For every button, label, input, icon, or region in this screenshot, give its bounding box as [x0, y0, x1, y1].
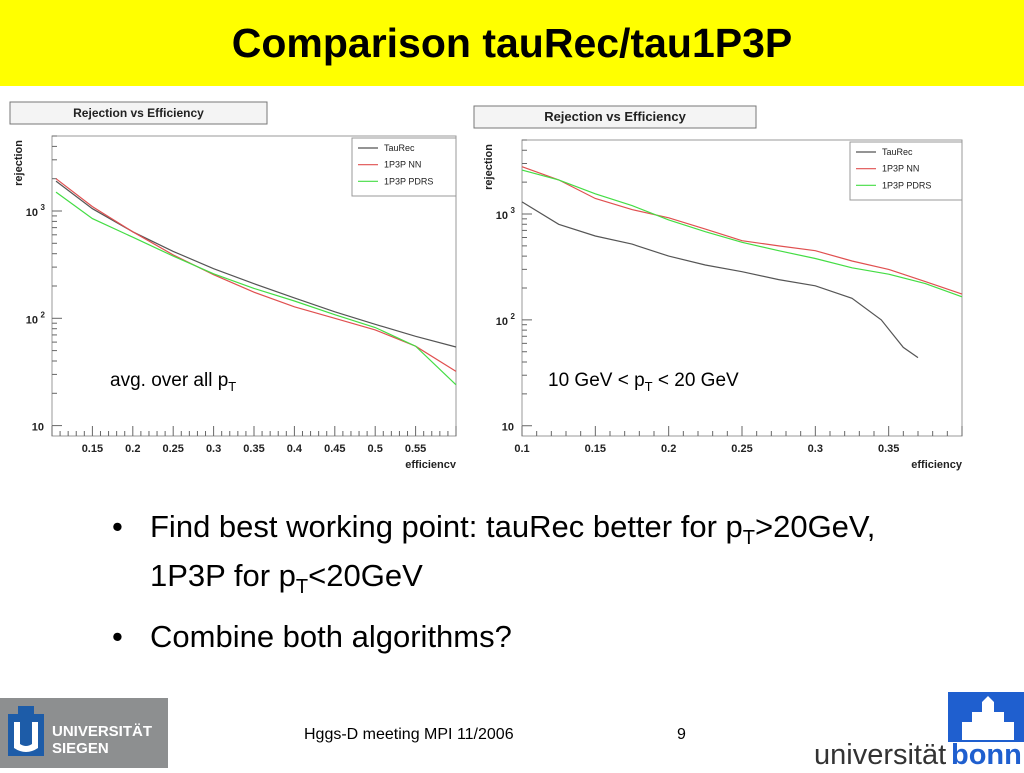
legend-entry: TauRec: [882, 147, 913, 157]
y-axis-label: rejection: [13, 140, 25, 186]
y-axis-label: rejection: [483, 144, 495, 190]
bullet-item: • Find best working point: tauRec better …: [112, 508, 912, 606]
x-tick-label: 0.25: [162, 443, 183, 455]
footer-meeting: Hggs-D meeting MPI 11/2006: [304, 726, 514, 743]
x-tick-label: 0.25: [731, 443, 752, 455]
siegen-logo: UNIVERSITÄT SIEGEN: [0, 698, 168, 768]
siegen-line1: UNIVERSITÄT: [52, 723, 152, 740]
bonn-text-part2: bonn: [951, 739, 1022, 768]
x-tick-label: 0.3: [808, 443, 823, 455]
x-tick-label: 0.3: [206, 443, 221, 455]
bonn-logo: universität bonn: [812, 690, 1024, 771]
x-tick-label: 0.1: [514, 443, 529, 455]
siegen-emblem-top: [18, 706, 34, 722]
bullet-sub: T: [295, 576, 309, 599]
y-tick-label-exp: 3: [41, 203, 46, 212]
bullet-part: <20GeV: [308, 558, 423, 594]
x-tick-label: 0.2: [125, 443, 140, 455]
legend-entry: 1P3P PDRS: [384, 176, 433, 186]
chart-title-box: [9, 101, 268, 125]
bonn-text-part1: universität: [814, 739, 946, 768]
legend-entry: 1P3P NN: [882, 164, 919, 174]
siegen-u-glyph: [14, 722, 38, 752]
bullet-part: >20GeV, 1P3P for p: [150, 509, 876, 594]
caption-left: avg. over all pT: [110, 370, 236, 394]
caption-left-text: avg. over all p: [110, 370, 229, 391]
chart-title-box: [473, 105, 757, 129]
bonn-tower-glyph: [962, 696, 1014, 740]
series-line-taurec: [521, 201, 919, 359]
bullet-text: Find best working point: tauRec better f…: [150, 509, 876, 598]
x-axis-label: efficiency: [911, 459, 963, 471]
y-tick-label: 10: [502, 422, 514, 434]
siegen-logo-mark: UNIVERSITÄT SIEGEN: [8, 706, 152, 757]
x-tick-label: 0.15: [82, 443, 103, 455]
chart-title: Rejection vs Efficiency: [73, 106, 204, 120]
y-tick-label-exp: 3: [511, 206, 516, 215]
legend-entry: 1P3P PDRS: [882, 180, 931, 190]
y-tick-label: 10: [26, 207, 38, 219]
siegen-line2: SIEGEN: [52, 740, 109, 757]
series-line-1p3p-nn: [55, 178, 457, 372]
x-tick-label: 0.35: [243, 443, 264, 455]
y-tick-label-exp: 2: [511, 312, 516, 321]
x-tick-label: 0.15: [585, 443, 606, 455]
caption-right-sub: T: [644, 378, 653, 394]
series-line-1p3p-pdrs: [55, 191, 457, 386]
x-tick-label: 0.55: [405, 443, 426, 455]
x-tick-label: 0.2: [661, 443, 676, 455]
caption-left-sub: T: [228, 378, 237, 394]
bullet-part: Find best working point: tauRec better f…: [150, 509, 743, 544]
y-tick-label: 10: [496, 316, 508, 328]
page-number: 9: [677, 726, 686, 743]
x-tick-label: 0.4: [287, 443, 303, 455]
series-line-1p3p-pdrs: [521, 169, 963, 298]
chart-title: Rejection vs Efficiency: [544, 109, 686, 124]
legend-entry: 1P3P NN: [384, 160, 421, 170]
caption-right: 10 GeV < pT < 20 GeV: [548, 370, 739, 394]
x-axis-label: efficiency: [405, 459, 457, 468]
series-line-1p3p-nn: [521, 166, 963, 295]
slide-title: Comparison tauRec/tau1P3P: [231, 19, 793, 66]
title-bar: Comparison tauRec/tau1P3P: [0, 0, 1024, 86]
legend-entry: TauRec: [384, 143, 415, 153]
x-tick-label: 0.35: [878, 443, 899, 455]
caption-right-text: 10 GeV < p: [548, 370, 645, 391]
y-tick-label: 10: [496, 210, 508, 222]
bonn-logo-mark: universität bonn: [814, 692, 1024, 771]
y-tick-label: 10: [32, 422, 44, 434]
bullet-dot-icon: •: [112, 509, 123, 544]
x-tick-label: 0.45: [324, 443, 345, 455]
bullet-dot-icon: •: [112, 619, 123, 655]
bullet-item: • Combine both algorithms?: [112, 618, 912, 655]
bullet-sub: T: [742, 527, 755, 550]
bullet-text: Combine both algorithms?: [150, 619, 512, 655]
x-tick-label: 0.5: [368, 443, 383, 455]
y-tick-label-exp: 2: [41, 310, 46, 319]
caption-right-text2: < 20 GeV: [652, 370, 739, 391]
bullet-list: • Find best working point: tauRec better …: [112, 508, 912, 667]
y-tick-label: 10: [26, 314, 38, 326]
